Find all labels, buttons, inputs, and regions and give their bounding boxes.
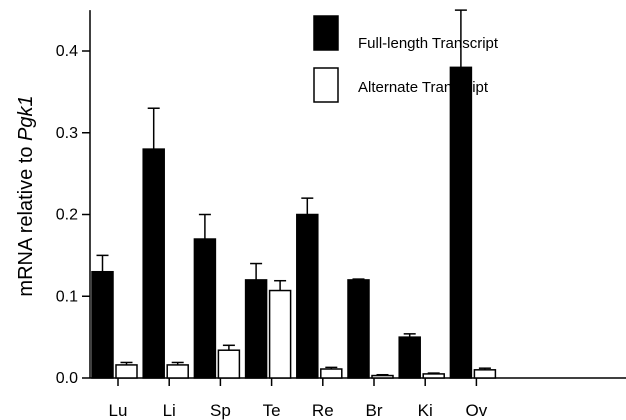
bar-full-length <box>244 279 268 379</box>
x-tick-label: Sp <box>210 401 231 420</box>
bar-alternate <box>115 364 138 379</box>
bar-full-length <box>296 213 319 379</box>
bar-alternate <box>473 369 497 379</box>
bar-alternate <box>320 368 343 379</box>
legend-swatch-full-length <box>313 15 339 51</box>
bar-alternate <box>268 289 292 379</box>
y-tick-label: 0.2 <box>56 207 78 224</box>
bar-full-length <box>142 148 165 379</box>
bar-alternate <box>166 364 189 379</box>
bar-full-length <box>91 270 114 379</box>
bar-alternate <box>371 374 394 379</box>
bar-alternate <box>422 373 445 379</box>
y-axis-title: mRNA relative to Pgk1 <box>15 95 37 296</box>
y-tick-label: 0.3 <box>56 125 78 142</box>
bar-alternate <box>217 349 241 379</box>
x-tick-label: Lu <box>109 401 128 420</box>
ticks: 0.0 0.1 0.2 0.3 0.4 Lu Li Sp Te Re Br Ki Ov <box>56 43 488 420</box>
bar-full-length <box>398 336 421 379</box>
bar-full-length <box>193 238 217 379</box>
x-tick-label: Ov <box>466 401 488 420</box>
y-tick-label: 0.1 <box>56 288 78 305</box>
x-tick-label: Ki <box>418 401 433 420</box>
x-tick-label: Te <box>263 401 281 420</box>
y-tick-label: 0.0 <box>56 370 78 387</box>
x-tick-label: Li <box>163 401 176 420</box>
bars <box>91 9 497 379</box>
bar-full-length <box>449 66 473 379</box>
legend-swatch-alternate <box>313 67 339 103</box>
legend-label-full-length: Full-length Transcript <box>358 35 499 52</box>
legend: Full-length Transcript Alternate Transcr… <box>313 15 499 103</box>
x-tick-label: Re <box>312 401 334 420</box>
y-tick-label: 0.4 <box>56 43 78 60</box>
x-tick-label: Br <box>366 401 383 420</box>
legend-label-alternate: Alternate Transcript <box>358 79 489 96</box>
bar-full-length <box>347 279 370 379</box>
